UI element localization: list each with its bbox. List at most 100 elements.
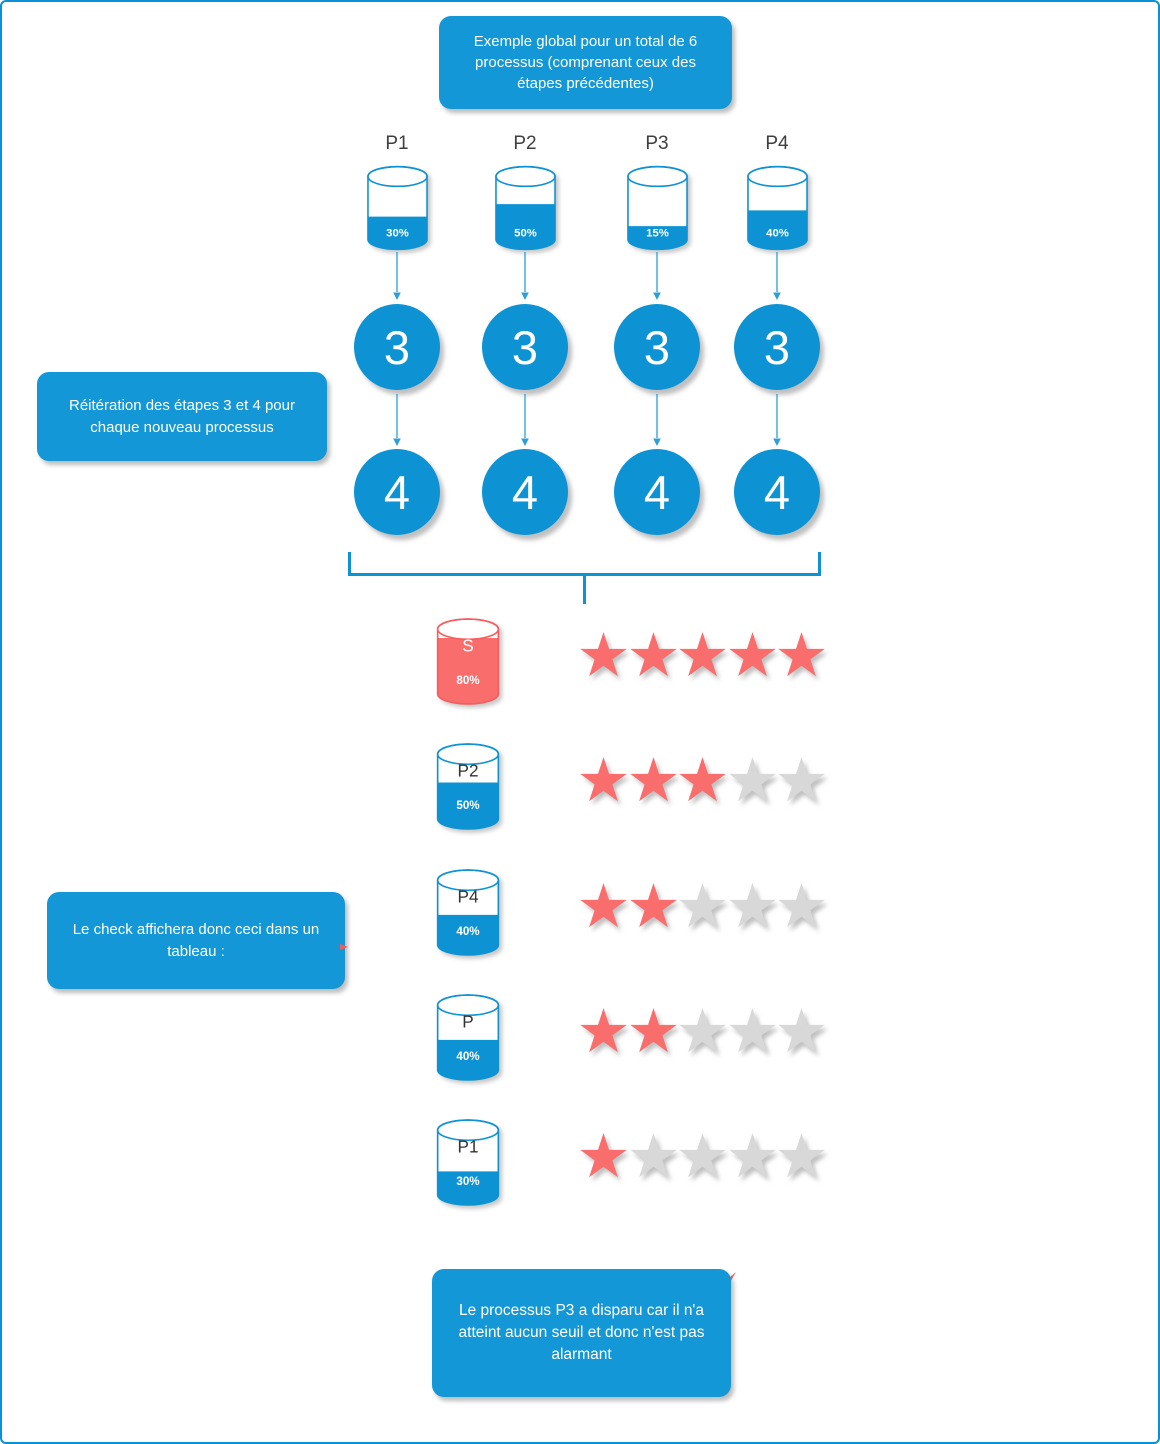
cylinder-p3: 15% xyxy=(626,164,689,252)
step-number: 3 xyxy=(763,320,791,374)
star-icon xyxy=(580,882,627,928)
star-icon xyxy=(580,631,627,677)
callout-check-table: Le check affichera donc ceci dans un tab… xyxy=(47,892,345,989)
step-number: 3 xyxy=(383,320,411,374)
table-row: P4 40% xyxy=(2,868,1158,958)
cylinder-percent: 50% xyxy=(456,799,480,812)
star-icon xyxy=(679,631,726,677)
step-4-node: 4 xyxy=(734,449,820,535)
cylinder-shape: 40% xyxy=(747,165,808,251)
cylinder-p4-row: P4 40% xyxy=(435,868,501,957)
star-rating xyxy=(579,1132,827,1179)
cylinder-percent: 50% xyxy=(514,228,537,240)
cylinder-label: S xyxy=(462,635,473,655)
step-4-node: 4 xyxy=(354,449,440,535)
step-4-node: 4 xyxy=(614,449,700,535)
table-row: S 80% xyxy=(2,617,1158,707)
cylinder-label: P1 xyxy=(457,1136,478,1156)
cylinder-shape: P4 40% xyxy=(436,869,500,956)
callout-global-example: Exemple global pour un total de 6 proces… xyxy=(439,16,732,109)
step-3-node: 3 xyxy=(614,304,700,390)
connector-arrow xyxy=(519,252,531,305)
cylinder-percent: 30% xyxy=(456,1175,480,1188)
star-icon xyxy=(728,1007,776,1053)
cylinder-percent: 40% xyxy=(766,228,789,240)
step-number: 4 xyxy=(511,465,539,519)
connector-arrow xyxy=(651,252,663,305)
star-icon xyxy=(580,1132,627,1178)
connector-arrow xyxy=(771,394,783,451)
star-icon xyxy=(728,882,776,928)
cylinder-percent: 30% xyxy=(386,228,409,240)
cylinder-shape: 50% xyxy=(495,165,556,251)
star-icon xyxy=(728,756,776,802)
table-row: P1 30% xyxy=(2,1118,1158,1208)
cylinder-shape: 30% xyxy=(367,165,428,251)
step-3-node: 3 xyxy=(734,304,820,390)
star-icon xyxy=(629,1007,677,1053)
star-icon xyxy=(629,756,677,802)
cylinder-label: P2 xyxy=(457,760,478,780)
process-label-p1: P1 xyxy=(385,133,409,154)
bracket-right-tick xyxy=(818,552,821,576)
star-icon xyxy=(679,756,726,802)
callout-reiteration-text: Réitération des étapes 3 et 4 pour chaqu… xyxy=(69,397,295,436)
star-icon xyxy=(778,882,825,928)
cylinder-percent: 40% xyxy=(456,925,480,938)
step-number: 3 xyxy=(643,320,671,374)
star-rating xyxy=(579,756,827,803)
cylinder-label: P xyxy=(462,1011,473,1031)
step-number: 4 xyxy=(383,465,411,519)
connector-arrow xyxy=(391,252,403,305)
star-rating xyxy=(579,882,827,929)
cylinder-p-row: P 40% xyxy=(435,993,501,1082)
process-label-p4: P4 xyxy=(765,133,789,154)
bracket-drop-line xyxy=(583,576,586,604)
callout-p3-disappeared-text: Le processus P3 a disparu car il n'a att… xyxy=(458,1302,705,1363)
cylinder-label: P4 xyxy=(457,886,478,906)
star-icon xyxy=(728,1132,776,1178)
step-number: 3 xyxy=(511,320,539,374)
star-rating xyxy=(579,1007,827,1054)
cylinder-percent: 15% xyxy=(646,228,669,240)
red-connector-tip xyxy=(340,938,348,956)
star-icon xyxy=(778,1132,825,1178)
cylinder-shape: S 80% xyxy=(436,618,500,705)
star-icon xyxy=(679,882,726,928)
callout-p3-disappeared: Le processus P3 a disparu car il n'a att… xyxy=(432,1269,731,1397)
process-label-p2: P2 xyxy=(513,133,537,154)
cylinder-shape: P 40% xyxy=(436,994,500,1081)
bracket-left-tick xyxy=(348,552,351,576)
star-icon xyxy=(580,756,627,802)
cylinder-percent: 40% xyxy=(456,1050,480,1063)
process-label-p3: P3 xyxy=(645,133,669,154)
step-4-node: 4 xyxy=(482,449,568,535)
callout-reiteration: Réitération des étapes 3 et 4 pour chaqu… xyxy=(37,372,327,461)
star-icon xyxy=(679,1007,726,1053)
star-icon xyxy=(629,1132,677,1178)
cylinder-p4: 40% xyxy=(746,164,809,252)
cylinder-p2-row: P2 50% xyxy=(435,742,501,831)
cylinder-shape: P1 30% xyxy=(436,1119,500,1206)
star-icon xyxy=(679,1132,726,1178)
step-3-node: 3 xyxy=(482,304,568,390)
cylinder-s: S 80% xyxy=(435,617,501,706)
star-icon xyxy=(778,1007,825,1053)
cylinder-shape: 15% xyxy=(627,165,688,251)
table-row: P 40% xyxy=(2,993,1158,1083)
star-icon xyxy=(580,1007,627,1053)
cylinder-percent: 80% xyxy=(456,674,480,687)
table-row: P2 50% xyxy=(2,742,1158,832)
cylinder-shape: P2 50% xyxy=(436,743,500,830)
connector-arrow xyxy=(771,252,783,305)
bracket-bar xyxy=(348,573,821,576)
cylinder-p2: 50% xyxy=(494,164,557,252)
cylinder-p1: 30% xyxy=(366,164,429,252)
star-icon xyxy=(629,631,677,677)
callout-global-example-text: Exemple global pour un total de 6 proces… xyxy=(473,32,698,93)
connector-arrow xyxy=(519,394,531,451)
star-icon xyxy=(629,882,677,928)
star-icon xyxy=(778,631,825,677)
cylinder-p1-row: P1 30% xyxy=(435,1118,501,1207)
